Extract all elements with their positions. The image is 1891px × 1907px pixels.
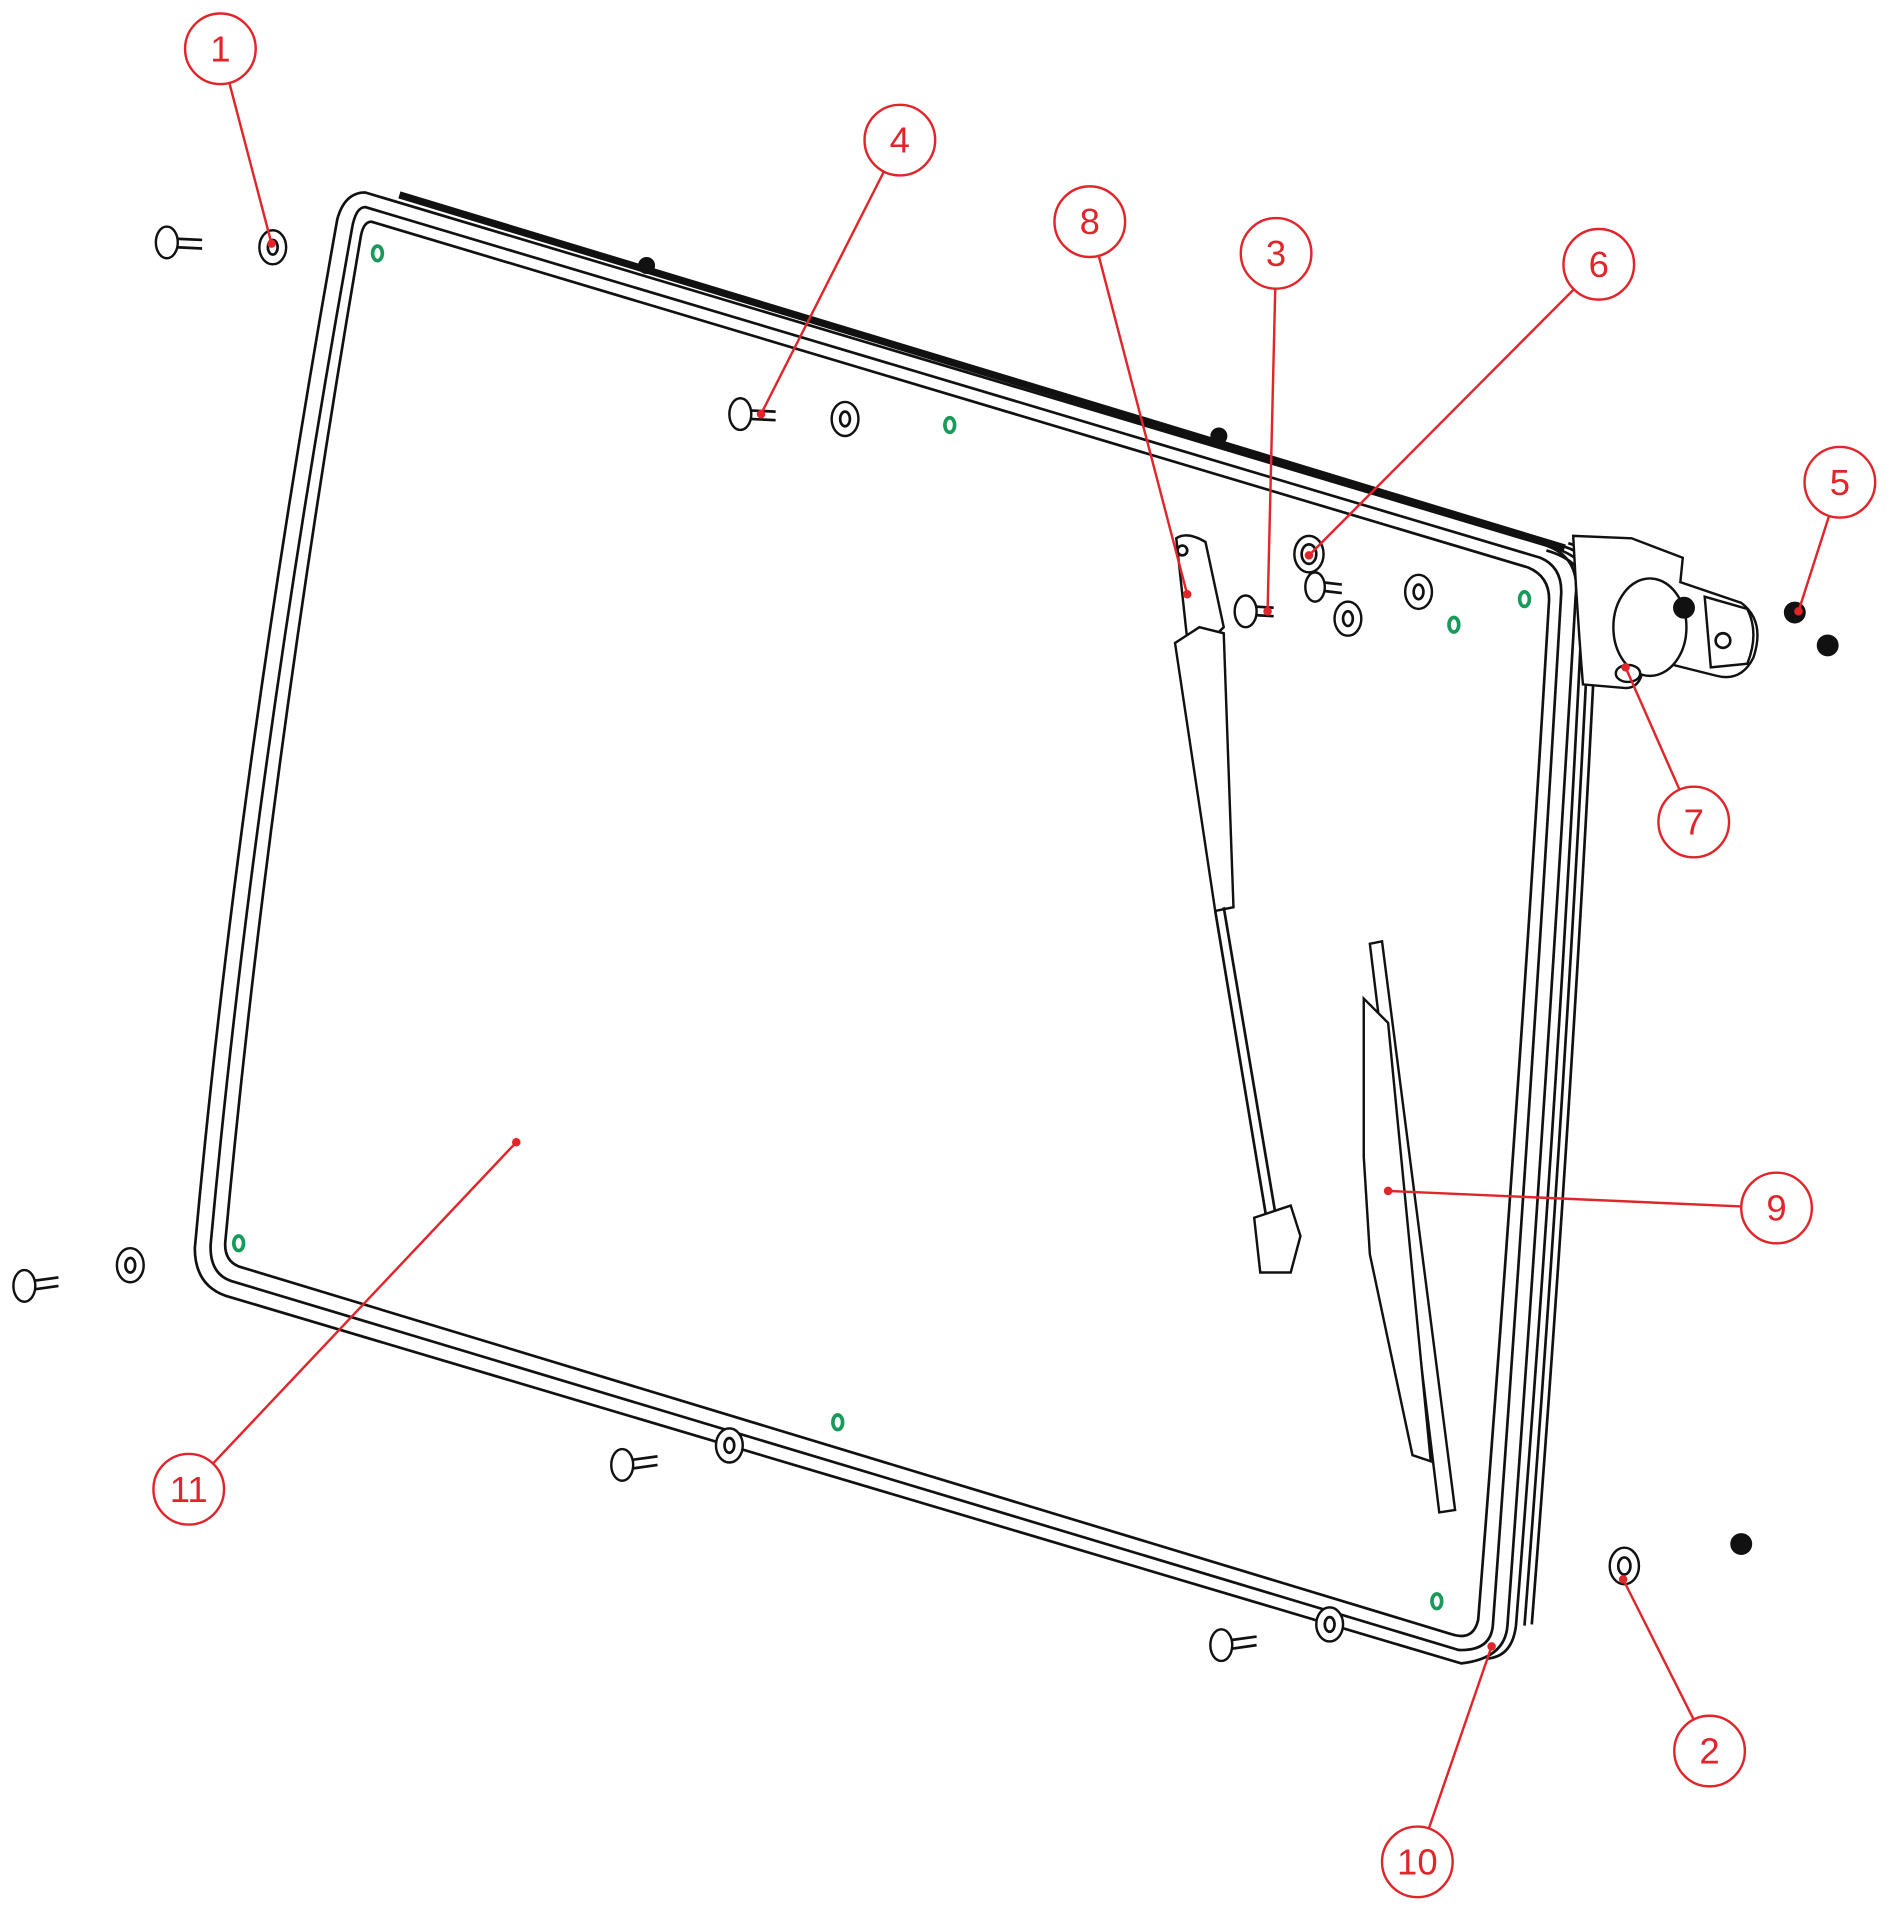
wiper-arm <box>1173 534 1302 1274</box>
callout-circle <box>1562 227 1636 301</box>
leader-line <box>1266 288 1277 612</box>
callout-label: 2 <box>1699 1731 1719 1772</box>
leader-dot <box>512 1137 521 1147</box>
callout-label: 1 <box>210 28 230 69</box>
callout-circle <box>1657 785 1731 859</box>
callout-circle <box>1740 1171 1814 1245</box>
leader-line <box>1097 255 1189 595</box>
leader-dot <box>1487 1642 1496 1651</box>
leader-dot <box>1621 663 1630 672</box>
leader-dot <box>1794 607 1803 616</box>
callout-circle <box>1053 185 1127 259</box>
callout-circle <box>1673 1714 1747 1788</box>
callout-label: 8 <box>1080 201 1100 242</box>
leader-dot <box>1383 1186 1393 1196</box>
leader-dot <box>1263 607 1272 616</box>
leader-line <box>228 82 273 244</box>
callout-circle <box>1239 216 1313 290</box>
callout-label: 11 <box>170 1469 208 1510</box>
leader-dot <box>1182 590 1192 599</box>
leader-line <box>1388 1189 1742 1208</box>
leader-line <box>1427 1645 1493 1829</box>
leader-line <box>1624 666 1681 791</box>
leader-dot <box>267 239 276 248</box>
callout-circle <box>863 103 937 177</box>
callout-label: 4 <box>890 120 910 161</box>
callout-label: 3 <box>1266 233 1286 274</box>
callouts: 1 2 3 4 5 6 7 8 9 10 11 <box>152 12 1877 1899</box>
callout-circle <box>1380 1825 1454 1899</box>
wiper-motor <box>1571 534 1759 690</box>
callout-label: 7 <box>1684 801 1704 842</box>
callout-label: 10 <box>1397 1841 1438 1882</box>
callout-circle <box>1803 445 1877 519</box>
leader-dot <box>1304 551 1314 560</box>
callout-label: 5 <box>1830 462 1850 503</box>
leader-line <box>212 1141 518 1465</box>
leader-line <box>1797 515 1831 612</box>
leader-line <box>1622 1578 1695 1721</box>
leader-line <box>1308 288 1575 557</box>
callout-circle <box>183 12 257 86</box>
callout-label: 9 <box>1766 1187 1786 1228</box>
leader-dot <box>1618 1575 1628 1584</box>
leader-dot <box>756 409 766 419</box>
callout-circle <box>152 1452 226 1526</box>
window-frame <box>193 191 1607 1665</box>
callout-label: 6 <box>1589 244 1609 285</box>
leader-line <box>759 171 885 415</box>
wiper-blade <box>1362 939 1457 1514</box>
